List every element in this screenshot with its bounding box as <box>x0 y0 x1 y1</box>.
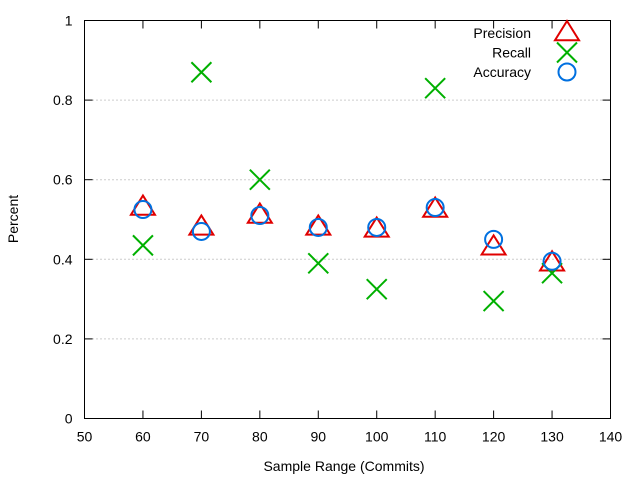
accuracy-point <box>133 200 153 220</box>
y-tick-label: 0.2 <box>53 331 73 347</box>
recall-point <box>190 61 213 83</box>
x-tick-label: 100 <box>365 429 389 445</box>
x-tick-label: 80 <box>252 429 268 445</box>
x-tick-label: 50 <box>77 429 93 445</box>
accuracy-point <box>191 221 211 241</box>
recall-point <box>366 278 388 300</box>
axis-ticks: 0 0.2 0.4 0.6 0.8 1 50 60 70 80 90 100 110 120 130 140 <box>53 13 622 445</box>
plot-frame <box>84 20 611 419</box>
recall-point <box>424 77 446 99</box>
x-tick-label: 120 <box>482 429 506 445</box>
legend-label-precision: Precision <box>473 25 531 41</box>
x-tick-label: 130 <box>540 429 564 445</box>
grid-lines <box>84 99 611 340</box>
legend: Precision Recall Accuracy <box>473 19 581 82</box>
legend-label-accuracy: Accuracy <box>473 64 531 80</box>
precision-point <box>304 213 333 236</box>
y-tick-label: 1 <box>65 13 73 29</box>
x-axis-title: Sample Range (Commits) <box>263 458 424 474</box>
precision-point <box>246 201 274 224</box>
recall-point <box>249 168 271 191</box>
accuracy-point <box>250 206 270 226</box>
legend-marker-precision <box>553 19 581 42</box>
y-tick-label: 0 <box>65 411 73 427</box>
x-tick-label: 110 <box>424 429 447 445</box>
recall-point <box>132 234 154 257</box>
data-marks <box>129 61 566 312</box>
precision-point <box>129 193 157 216</box>
accuracy-point <box>308 217 328 237</box>
recall-point <box>482 290 505 312</box>
x-tick-label: 70 <box>194 429 210 445</box>
y-tick-label: 0.8 <box>53 92 73 108</box>
x-tick-label: 90 <box>310 429 326 445</box>
y-tick-label: 0.4 <box>53 251 73 267</box>
recall-point <box>307 252 329 274</box>
accuracy-point <box>425 198 445 218</box>
accuracy-point <box>367 217 387 237</box>
accuracy-point <box>484 229 504 249</box>
y-axis-title: Percent <box>5 195 21 243</box>
legend-label-recall: Recall <box>492 45 531 61</box>
legend-marker-accuracy <box>557 62 577 82</box>
y-tick-label: 0.6 <box>53 172 73 188</box>
legend-marker-recall <box>556 41 578 64</box>
accuracy-point <box>542 251 562 271</box>
x-tick-label: 140 <box>599 429 623 445</box>
x-tick-label: 60 <box>135 429 151 445</box>
